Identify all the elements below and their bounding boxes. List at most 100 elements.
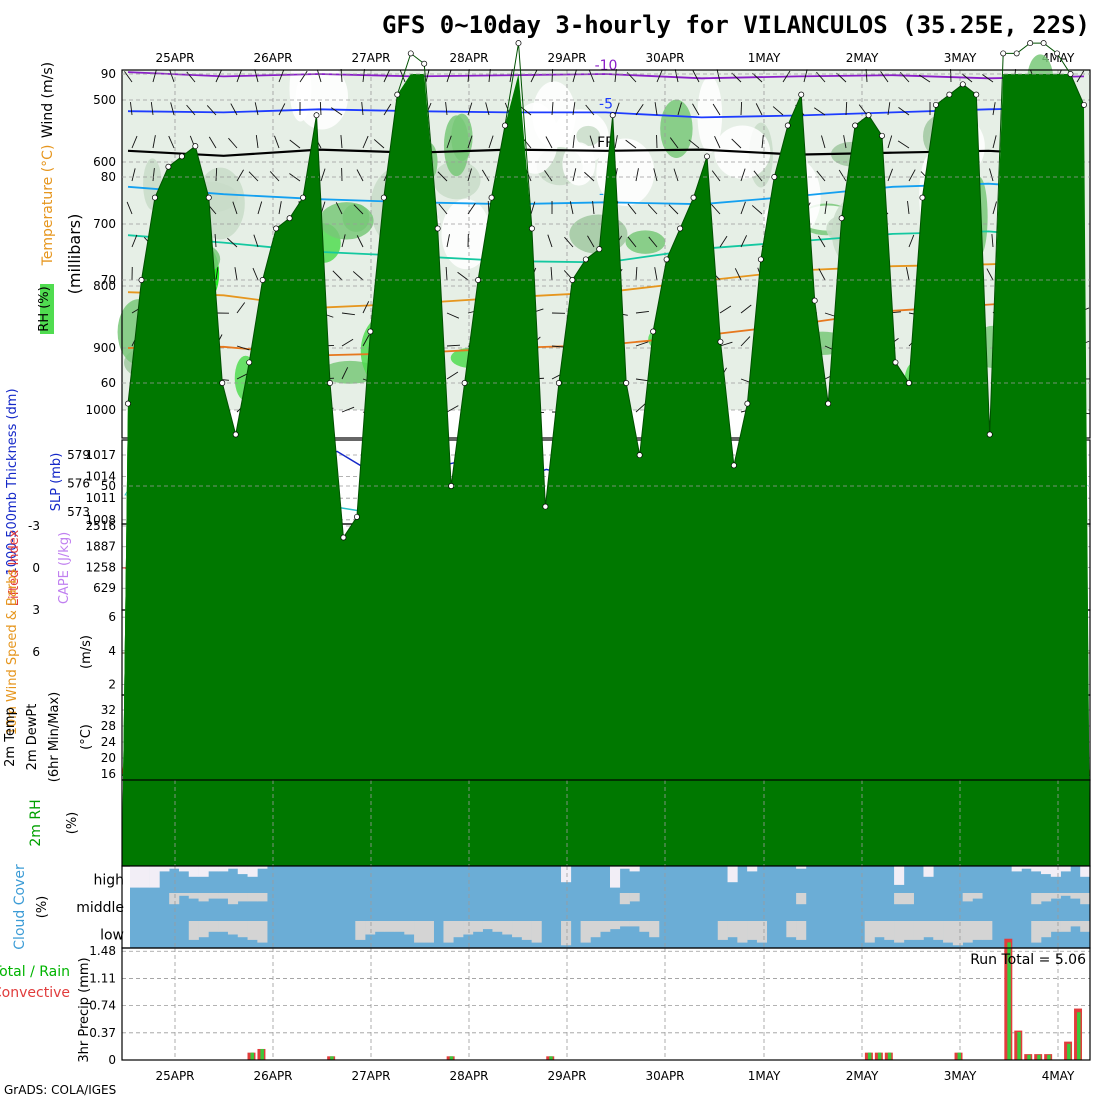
wind-barb [383,70,390,83]
cloud-clear-segment [747,921,758,940]
wind-barb [215,167,218,182]
wind-barb [332,270,343,281]
wind-barb [437,171,448,182]
wind-barb [467,135,473,149]
cloud-clear-segment [218,893,229,899]
wind-barb [551,102,554,116]
pressure-axis-label: (millibars) [65,214,84,295]
wind-barb [215,69,222,83]
wind-barb [740,201,746,215]
lifted-index-axis-label: Lifted Index [7,529,22,606]
precip-convective-bar [1007,942,1011,1060]
date-label-bottom: 2MAY [846,1069,879,1083]
wind-barb [592,201,595,215]
wind-barb [755,103,763,116]
rh-marker [1067,71,1074,77]
wind-barb [467,203,476,215]
wind-barb [236,302,246,314]
rh-marker [542,503,549,510]
cloud-clear-segment [247,893,258,902]
wind-barb [843,135,847,149]
wind-barb [989,168,994,182]
wind-barb [530,70,538,83]
wind-barb [530,201,536,215]
wind-barb [740,168,746,182]
rh-marker [475,277,482,283]
rh-marker [650,328,657,335]
y-tick-label: 20 [101,751,116,765]
cloud-clear-segment [139,866,150,888]
wind-barb [572,168,577,182]
wind-barb [845,101,848,116]
wind-barb [880,71,889,83]
wind-barb [751,205,763,215]
wind-barb [752,72,763,83]
cloud-clear-segment [502,921,513,935]
cloud-clear-segment [218,921,229,932]
wind-barb [341,406,355,413]
wind-barb [446,312,460,319]
wind-barb [252,267,259,281]
rh-marker [178,153,185,160]
rh-marker [273,225,280,232]
cloud-clear-segment [649,921,660,938]
rh-marker [300,194,306,201]
rh-marker [879,132,885,139]
wind-barb [341,367,349,380]
wind-barb [547,234,553,248]
cloud-clear-segment [512,921,523,938]
cloud-clear-segment [962,893,973,902]
wind-barb [361,102,364,116]
cloud-clear-segment [384,921,395,932]
cloud-clear-segment [208,893,219,899]
wind-barb [992,135,997,149]
wind-barb [257,201,263,215]
rh-legend-label: RH (%) [37,286,52,331]
cloud-clear-segment [414,921,425,943]
precip-panel: 0 0.37 0.74 1.11 1.48 Run Total = 5.06 Total /… [0,938,1091,1067]
wind-barb [1076,70,1085,83]
cloud-axis-label: Cloud Cover [12,864,28,950]
wind-barb [772,106,784,116]
wind-barb [551,345,565,348]
rh-marker [730,462,737,469]
precip-convective-legend: Convective [0,985,70,1001]
cloud-clear-segment [894,866,905,885]
cloud-clear-segment [374,921,385,932]
cloud-clear-segment [619,866,630,869]
rh-marker [367,328,374,335]
cloud-clear-segment [629,893,640,902]
temp-units-label: (°C) [79,724,94,750]
precip-convective-bar [449,1056,454,1060]
wind-barb [488,135,494,149]
date-label-bottom: 30APR [645,1069,684,1083]
rh-marker [623,380,630,386]
wind-barb [341,234,346,248]
y-tick-label: 60 [101,376,116,390]
cloud-clear-segment [188,866,199,877]
cloud-clear-segment [423,921,434,943]
wind-units-label: (m/s) [79,635,94,669]
date-label-top: 29APR [547,51,586,65]
wind-barb [485,102,490,116]
wind-barb [584,171,595,182]
cloud-clear-segment [394,921,405,932]
cloud-clear-segment [1060,921,1071,932]
rh-marker [663,256,670,263]
wind-barb [236,345,250,351]
date-label-top: 30APR [645,51,684,65]
cloud-clear-segment [1050,893,1061,899]
rh-marker [569,277,576,283]
y-tick-label: 32 [101,703,116,717]
y-tick-label: 50 [101,479,116,493]
credit-label: GrADS: COLA/IGES [4,1083,116,1097]
wind-barb [782,70,791,83]
isotherm-line [127,148,1085,157]
wind-barb [821,135,826,149]
wind-barb [383,103,392,116]
chart-title: GFS 0~10day 3-hourly for VILANCULOS (35.… [382,11,1090,39]
wind-barb [236,169,244,182]
top-date-labels: 25APR 26APR 27APR 28APR 29APR 30APR 1MAY 2MAY 3M… [155,51,1074,65]
temp-axis-label: 2m Temp [3,707,18,767]
cloud-clear-segment [1041,866,1052,875]
